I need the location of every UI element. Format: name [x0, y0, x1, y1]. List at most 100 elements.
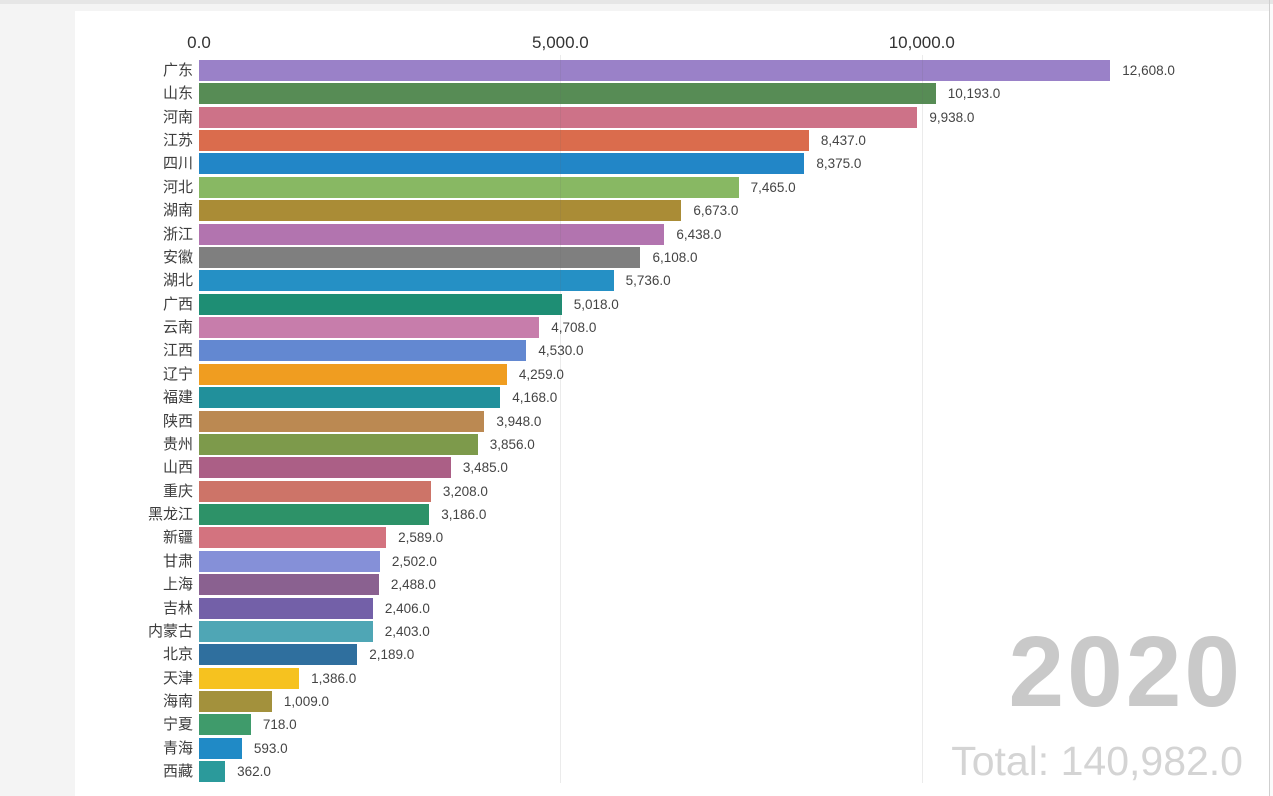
x-axis-tick-label: 5,000.0 [532, 33, 589, 52]
category-label: 湖北 [162, 272, 193, 290]
value-label: 4,259.0 [518, 366, 564, 382]
category-label: 北京 [162, 646, 193, 664]
value-label: 8,437.0 [820, 133, 866, 149]
bar [199, 737, 242, 759]
value-label: 718.0 [262, 717, 297, 733]
value-label: 7,465.0 [750, 179, 796, 195]
category-label: 上海 [162, 576, 193, 594]
value-label: 10,193.0 [947, 86, 1001, 102]
category-label: 河南 [162, 108, 193, 126]
bar [199, 480, 431, 502]
bar [199, 527, 387, 549]
bar [199, 387, 501, 409]
bar [199, 130, 809, 152]
value-label: 4,530.0 [538, 343, 584, 359]
category-label: 宁夏 [162, 716, 193, 734]
year-watermark: 2020 [1008, 616, 1243, 728]
category-label: 山东 [162, 85, 193, 103]
bar [199, 223, 665, 245]
category-label: 新疆 [162, 529, 193, 547]
value-label: 2,488.0 [390, 577, 436, 593]
x-axis-tick-label: 0.0 [187, 33, 211, 52]
value-label: 1,386.0 [311, 670, 357, 686]
category-label: 辽宁 [162, 365, 193, 383]
category-label: 西藏 [162, 763, 193, 781]
bar [199, 106, 918, 128]
category-label: 福建 [162, 389, 193, 407]
value-label: 362.0 [237, 764, 271, 780]
bar [199, 574, 379, 596]
bar [199, 176, 739, 198]
bar [199, 340, 527, 362]
value-label: 4,708.0 [551, 320, 597, 336]
category-label: 天津 [162, 669, 193, 687]
window-top-strip [0, 0, 1273, 4]
bar [199, 433, 478, 455]
bar [199, 644, 358, 666]
category-label: 贵州 [162, 435, 193, 453]
value-label: 5,736.0 [625, 273, 671, 289]
total-watermark: Total: 140,982.0 [951, 738, 1243, 784]
value-label: 2,403.0 [384, 623, 430, 639]
bar [199, 246, 641, 268]
value-label: 4,168.0 [512, 390, 558, 406]
category-label: 安徽 [162, 248, 193, 266]
bar [199, 293, 562, 315]
value-label: 6,108.0 [652, 249, 698, 265]
bar [199, 363, 507, 385]
window-right-edge [1269, 0, 1270, 796]
category-label: 浙江 [162, 225, 193, 243]
value-label: 3,208.0 [442, 483, 488, 499]
category-label: 四川 [162, 155, 193, 173]
bar [199, 410, 485, 432]
bar [199, 597, 373, 619]
category-label: 河北 [162, 178, 193, 196]
bar [199, 270, 614, 292]
bar [199, 457, 451, 479]
bar [199, 550, 380, 572]
value-label: 9,938.0 [929, 109, 975, 125]
bar [199, 690, 272, 712]
category-label: 山西 [162, 459, 193, 477]
category-label: 江苏 [162, 132, 193, 150]
bar [199, 761, 226, 783]
value-label: 2,502.0 [391, 553, 437, 569]
category-label: 重庆 [162, 482, 193, 500]
category-label: 甘肃 [162, 552, 193, 570]
vertical-gridline [921, 55, 923, 783]
category-label: 内蒙古 [147, 622, 193, 640]
bar [199, 60, 1111, 81]
category-label: 黑龙江 [147, 506, 193, 524]
value-label: 593.0 [253, 740, 288, 756]
value-label: 3,856.0 [489, 436, 535, 452]
bar [199, 667, 300, 689]
value-label: 2,589.0 [398, 530, 444, 546]
category-label: 青海 [162, 739, 193, 757]
bar [199, 620, 373, 642]
bar [199, 153, 805, 175]
value-label: 1,009.0 [283, 693, 329, 709]
bar [199, 714, 251, 736]
bar [199, 317, 540, 339]
category-label: 陕西 [162, 412, 193, 430]
bar [199, 83, 936, 105]
category-label: 广东 [162, 62, 193, 79]
value-label: 2,406.0 [384, 600, 430, 616]
category-label: 湖南 [162, 202, 193, 220]
value-label: 3,948.0 [496, 413, 542, 429]
value-label: 6,438.0 [676, 226, 722, 242]
category-label: 吉林 [162, 599, 193, 617]
category-label: 广西 [162, 295, 193, 313]
category-label: 云南 [162, 319, 193, 337]
bar [199, 504, 430, 526]
value-label: 6,673.0 [693, 203, 739, 219]
value-label: 12,608.0 [1122, 63, 1175, 78]
vertical-gridline [560, 55, 562, 783]
value-label: 8,375.0 [816, 156, 862, 172]
value-label: 2,189.0 [369, 647, 415, 663]
x-axis-tick-label: 10,000.0 [888, 33, 955, 52]
category-label: 江西 [162, 342, 193, 360]
value-label: 3,485.0 [462, 460, 508, 476]
category-label: 海南 [162, 692, 193, 710]
